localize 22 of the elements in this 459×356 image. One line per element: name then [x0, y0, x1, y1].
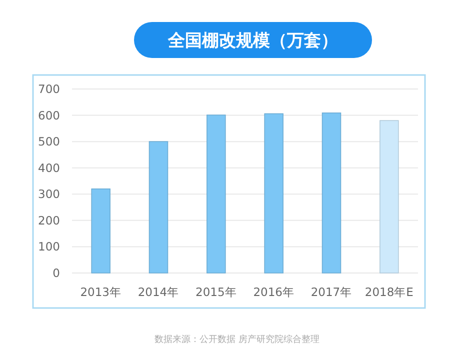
x-tick-label: 2018年E — [364, 285, 414, 299]
y-tick-label: 700 — [38, 82, 60, 96]
y-tick-label: 500 — [38, 134, 60, 149]
x-tick-label: 2015年 — [196, 285, 237, 299]
y-tick-label: 600 — [38, 108, 60, 122]
y-tick-label: 400 — [38, 160, 60, 175]
bar — [91, 188, 110, 274]
y-tick-label: 300 — [38, 187, 60, 202]
chart-title: 全国棚改规模（万套） — [167, 31, 338, 51]
y-tick-label: 100 — [38, 240, 60, 254]
bar — [148, 141, 168, 274]
x-tick-label: 2013年 — [80, 285, 122, 299]
bar — [322, 112, 342, 274]
x-tick-label: 2016年 — [253, 285, 294, 299]
x-tick-label: 2014年 — [138, 285, 180, 299]
bar — [206, 114, 226, 274]
y-tick-label: 0 — [52, 266, 60, 280]
bar — [264, 113, 284, 274]
bar — [380, 120, 399, 274]
y-tick-label: 200 — [38, 213, 60, 228]
x-tick-label: 2017年 — [310, 285, 352, 299]
source-note: 数据来源：公开数据 房产研究院综合整理 — [154, 334, 320, 345]
